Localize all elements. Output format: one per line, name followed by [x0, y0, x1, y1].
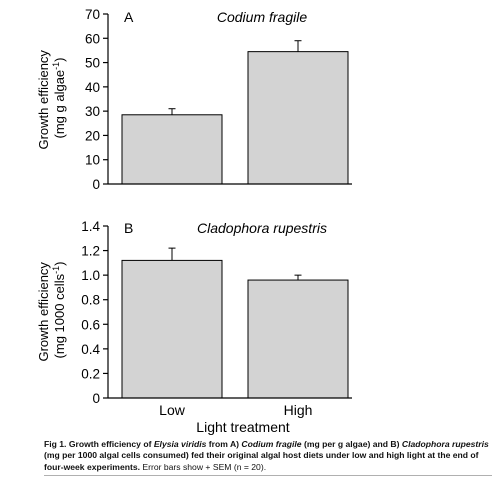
- x-tick-label: High: [284, 402, 313, 418]
- caption-part: from A): [206, 439, 242, 449]
- y-tick-label: 0: [92, 391, 100, 406]
- x-tick-label: Low: [159, 402, 186, 418]
- y-tick-label: 0.2: [81, 366, 100, 381]
- x-axis-label: Light treatment: [196, 419, 289, 435]
- figure-caption: Fig 1. Growth efficiency of Elysia virid…: [44, 439, 492, 473]
- caption-part: Fig 1. Growth efficiency of: [44, 439, 154, 449]
- caption-alga-a: Codium fragile: [241, 439, 302, 449]
- y-tick-label: 70: [85, 7, 100, 22]
- y-axis-label-close: ): [52, 262, 67, 266]
- figure: A Codium fragile Growth efficiency (mg g…: [36, 7, 352, 435]
- y-axis-label: Growth efficiency (mg g algae-1): [36, 46, 67, 149]
- y-tick-label: 50: [85, 56, 100, 71]
- chart-title: Codium fragile: [217, 9, 307, 25]
- y-axis-label-line1: Growth efficiency: [36, 50, 51, 150]
- y-axis-label-line1: Growth efficiency: [36, 262, 51, 362]
- caption-part: (mg per 1000 algal cells consumed) fed t…: [44, 450, 479, 472]
- y-axis-label-unit: (mg 1000 cells: [52, 273, 67, 358]
- y-tick-label: 30: [85, 104, 100, 119]
- y-axis-label-line2: (mg g algae-1): [51, 57, 67, 138]
- y-tick-label: 20: [85, 128, 100, 143]
- caption-rule: [44, 475, 492, 476]
- y-tick-label: 0.8: [81, 293, 100, 308]
- caption-error-note: Error bars show + SEM (n = 20).: [140, 461, 267, 472]
- caption-prefix: Fig 1. Growth efficiency of Elysia virid…: [44, 439, 489, 472]
- caption-part: (mg per g algae) and B): [301, 439, 402, 449]
- bar: [121, 259, 223, 399]
- y-tick-label: 1.2: [81, 244, 100, 259]
- y-tick-label: 60: [85, 31, 100, 46]
- y-tick-label: 40: [85, 80, 100, 95]
- y-tick-label: 0: [92, 177, 100, 192]
- panel-b: B Cladophora rupestris Growth efficiency…: [36, 219, 352, 435]
- bar: [247, 51, 349, 185]
- y-tick-label: 0.4: [81, 342, 100, 357]
- panel-label: A: [124, 9, 134, 25]
- bar: [121, 114, 223, 185]
- chart-title: Cladophora rupestris: [197, 220, 327, 236]
- panel-a: A Codium fragile Growth efficiency (mg g…: [36, 7, 352, 192]
- y-tick-label: 1.0: [81, 268, 100, 283]
- y-tick-label: 1.4: [81, 219, 100, 234]
- caption-species: Elysia viridis: [153, 439, 207, 449]
- y-axis-label-superscript: -1: [51, 266, 61, 274]
- y-tick-label: 0.6: [81, 317, 100, 332]
- y-axis-label-line2: (mg 1000 cells-1): [51, 262, 67, 359]
- panel-label: B: [124, 220, 133, 236]
- y-tick-label: 10: [85, 153, 100, 168]
- y-axis-label-superscript: -1: [51, 62, 61, 70]
- y-axis-label: Growth efficiency (mg 1000 cells-1): [36, 258, 67, 361]
- y-axis-label-close: ): [52, 57, 67, 61]
- y-axis-label-unit: (mg g algae: [52, 70, 67, 139]
- caption-alga-b: Cladophora rupestris: [401, 439, 489, 449]
- bar: [247, 279, 349, 399]
